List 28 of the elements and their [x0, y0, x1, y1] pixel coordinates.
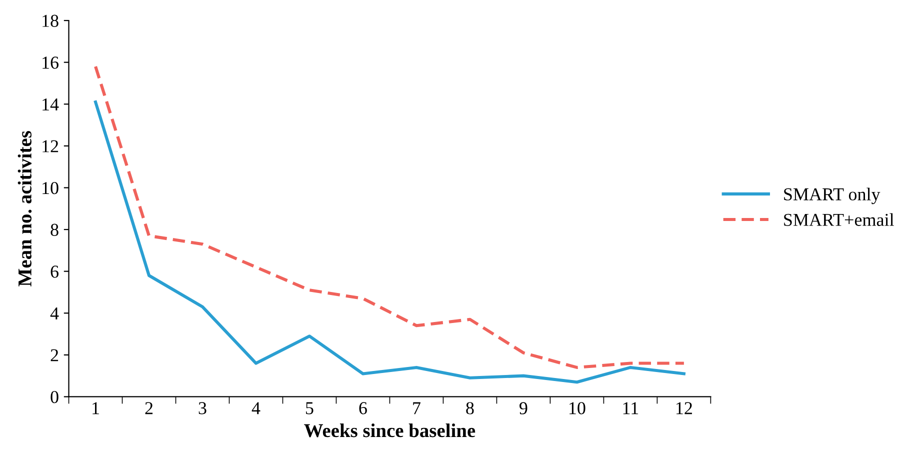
y-tick-label: 2: [50, 349, 58, 362]
y-tick-label: 18: [42, 14, 58, 27]
x-tick-label: 11: [623, 402, 638, 414]
line-series: [94, 64, 686, 369]
y-tick-label: 10: [42, 182, 58, 194]
x-tick-label: 2: [145, 402, 153, 414]
x-tick-label: 12: [676, 402, 692, 414]
legend-label: SMART only: [784, 188, 880, 204]
y-tick-label: 6: [50, 266, 59, 278]
line-series: [94, 100, 686, 384]
x-tick-label: 6: [359, 402, 367, 414]
y-tick-label: 8: [50, 224, 58, 236]
x-tick-label: 9: [520, 402, 528, 414]
x-tick-label: 8: [466, 402, 474, 414]
y-tick-label: 12: [42, 140, 58, 152]
x-tick-label: 1: [92, 402, 99, 414]
x-tick-label: 10: [570, 402, 586, 414]
y-tick-label: 4: [50, 308, 59, 320]
y-tick-label: 0: [50, 390, 58, 404]
x-tick-label: 4: [252, 402, 260, 414]
y-tick-label: 14: [42, 98, 59, 110]
x-tick-label: 7: [413, 402, 420, 414]
x-tick-label: 3: [198, 402, 206, 414]
x-axis-title: Weeks since baseline: [304, 424, 476, 438]
y-tick-label: 16: [42, 56, 59, 69]
legend-label: SMART+email: [784, 213, 894, 226]
y-axis-title: Mean no. acitivites: [18, 131, 32, 286]
x-tick-label: 5: [306, 402, 314, 414]
